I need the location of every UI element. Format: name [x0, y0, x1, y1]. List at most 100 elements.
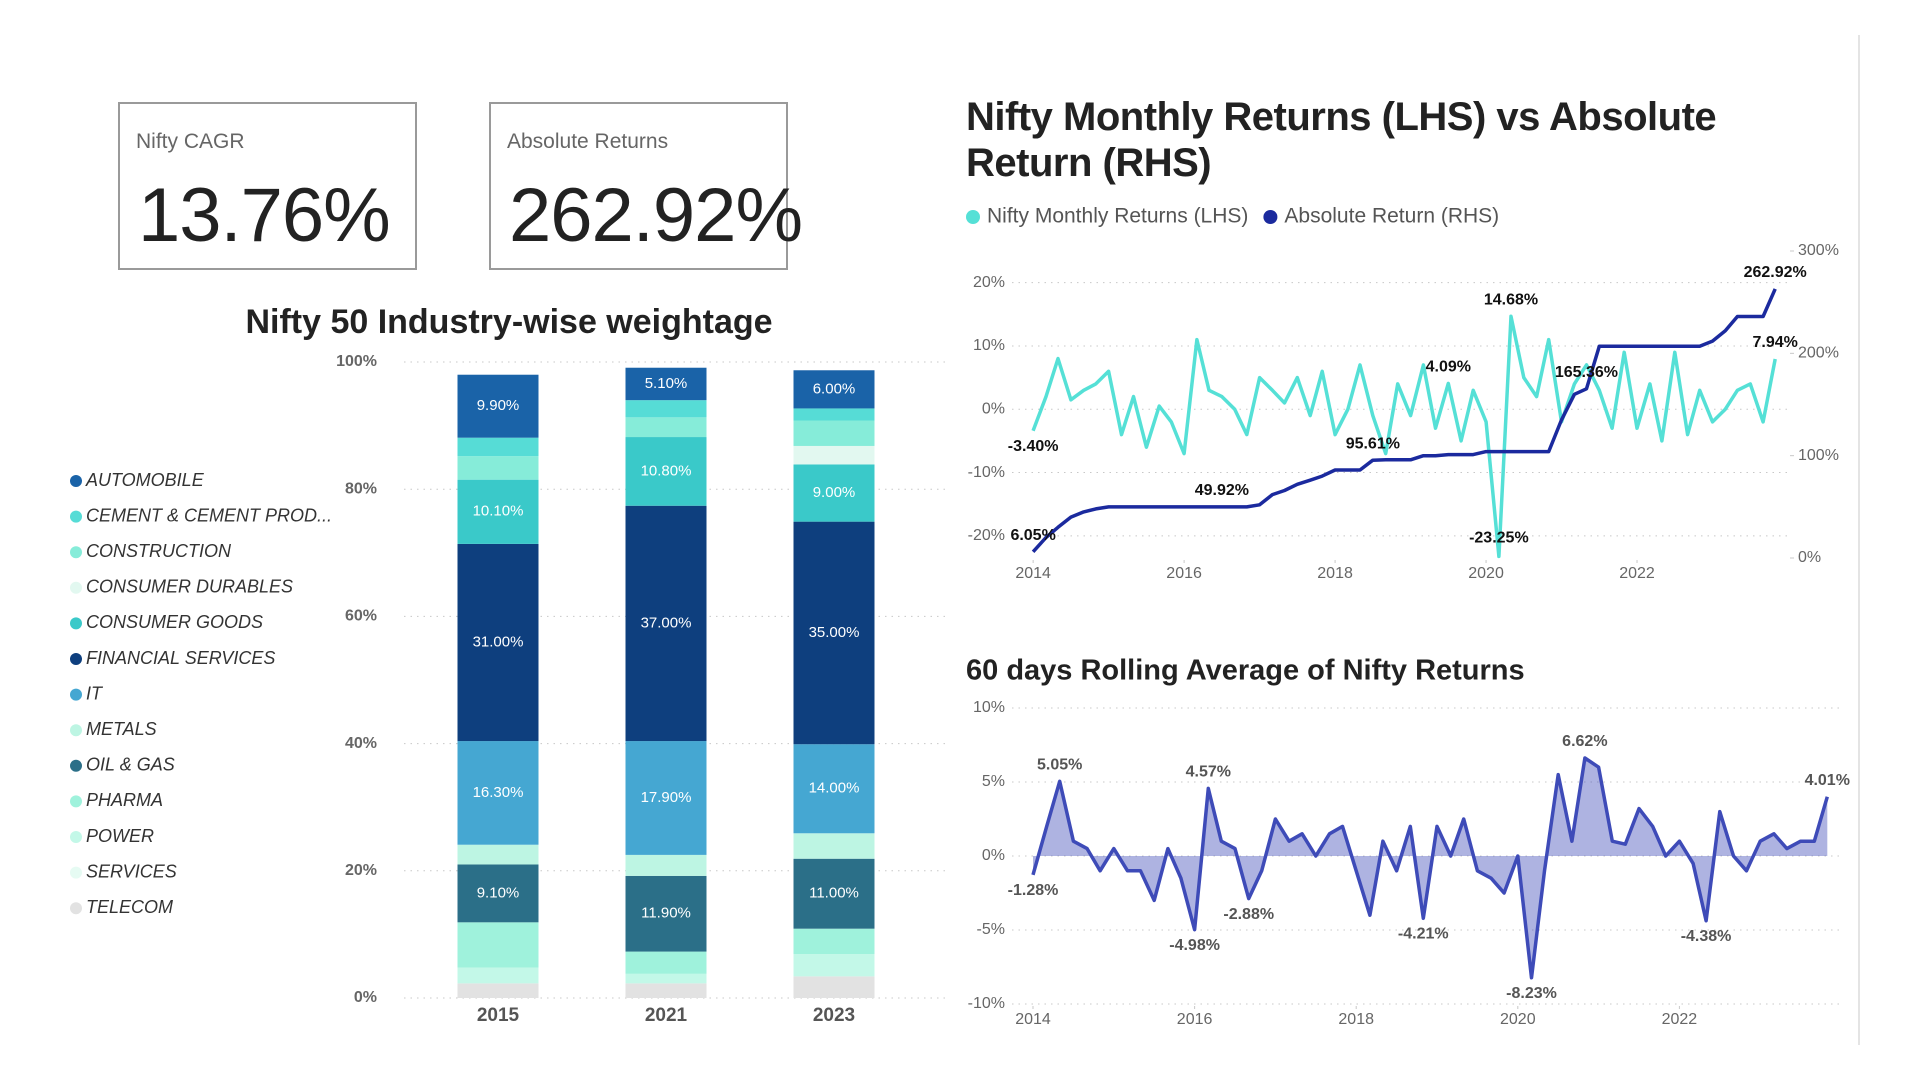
legend-label: POWER — [86, 826, 154, 846]
bar-segment — [625, 854, 707, 876]
kpi-value: 262.92% — [509, 173, 803, 258]
legend-marker — [70, 475, 82, 487]
bar-segment — [793, 420, 875, 446]
data-label: 7.94% — [1752, 334, 1797, 351]
kpi-card: Absolute Returns 262.92% — [489, 102, 803, 270]
legend-marker — [70, 724, 82, 737]
bar-segment — [457, 864, 539, 923]
y-tick-label: -5% — [977, 921, 1005, 938]
legend-label: CEMENT & CEMENT PROD... — [86, 505, 332, 525]
bar-segment — [625, 951, 707, 974]
bar-segment — [625, 367, 707, 401]
chart-title: 60 days Rolling Average of Nifty Returns — [966, 655, 1525, 687]
line — [1031, 756, 1829, 980]
y-tick-label: 40% — [345, 735, 377, 752]
bar-segment — [457, 479, 539, 544]
data-label: 4.01% — [1805, 772, 1850, 789]
data-label: -2.88% — [1223, 906, 1274, 923]
x-tick-label: 2014 — [1015, 565, 1051, 582]
y-tick-label: 0% — [982, 400, 1005, 417]
kpi-value: 13.76% — [138, 173, 391, 258]
x-tick-label: 2022 — [1619, 565, 1655, 582]
legend-marker — [1263, 210, 1278, 224]
data-label: 14.68% — [1484, 292, 1538, 309]
bar-segment — [625, 973, 707, 984]
data-label: -3.40% — [1008, 438, 1059, 455]
data-label: -1.28% — [1008, 882, 1059, 899]
bar-segment — [793, 370, 875, 409]
legend-label: SERVICES — [86, 861, 177, 881]
y2-tick-label: 0% — [1798, 549, 1821, 566]
data-label: 49.92% — [1195, 482, 1249, 499]
legend-marker — [70, 831, 82, 843]
bar-segment — [793, 744, 875, 834]
y-tick-label: 20% — [973, 274, 1005, 291]
y-tick-label: 0% — [354, 989, 377, 1006]
x-tick-label: 2021 — [645, 1005, 688, 1026]
y-tick-label: 80% — [345, 480, 377, 497]
bar-segment — [625, 741, 707, 855]
legend-marker — [70, 581, 82, 594]
data-label: 165.36% — [1555, 364, 1618, 381]
bar-segment — [625, 417, 707, 438]
x-tick-label: 2020 — [1500, 1011, 1536, 1028]
legend-marker — [70, 759, 82, 772]
bar-segment — [793, 928, 875, 955]
chart-title: Nifty 50 Industry-wise weightage — [245, 303, 772, 341]
kpi-title: Nifty CAGR — [136, 130, 245, 153]
y-tick-label: 60% — [345, 608, 377, 625]
legend-label: Absolute Return (RHS) — [1284, 205, 1499, 228]
x-tick-label: 2018 — [1317, 565, 1353, 582]
legend-marker — [70, 510, 82, 523]
bar-segment — [793, 445, 875, 465]
line — [1031, 314, 1777, 559]
legend-label: IT — [86, 683, 104, 703]
kpi-card: Nifty CAGR 13.76% — [118, 102, 417, 270]
y-tick-label: 10% — [973, 337, 1005, 354]
data-label: 14.00% — [809, 780, 860, 797]
bar-segment — [793, 408, 875, 421]
bar-segment — [457, 374, 539, 438]
bar-segment — [457, 543, 539, 742]
bar-segment — [793, 521, 875, 745]
y-tick-label: 10% — [973, 699, 1005, 716]
legend-marker — [70, 866, 82, 879]
x-tick-label: 2015 — [477, 1005, 520, 1026]
bar-segment — [625, 983, 707, 998]
y-tick-label: 5% — [982, 773, 1005, 790]
data-label: 262.92% — [1744, 264, 1807, 281]
data-label: 6.05% — [1010, 527, 1055, 544]
legend-marker — [70, 902, 82, 915]
x-tick-label: 2014 — [1015, 1011, 1051, 1028]
bar-segment — [625, 875, 707, 952]
data-label: 16.30% — [473, 784, 524, 801]
x-tick-label: 2018 — [1338, 1011, 1374, 1028]
data-label: -4.21% — [1398, 926, 1449, 943]
bar-segment — [457, 437, 539, 457]
bar-segment — [793, 464, 875, 522]
legend-label: METALS — [86, 719, 157, 739]
legend-marker — [966, 210, 980, 224]
data-label: 6.62% — [1562, 733, 1607, 750]
legend-marker — [70, 688, 82, 701]
legend-label: TELECOM — [86, 897, 173, 917]
bar-segment — [793, 976, 875, 998]
bar-segment — [457, 741, 539, 845]
data-label: 17.90% — [641, 789, 692, 806]
y-tick-label: 20% — [345, 862, 377, 879]
bar-segment — [457, 967, 539, 984]
data-label: 10.10% — [473, 503, 524, 520]
bar-segment — [625, 400, 707, 418]
data-label: -4.38% — [1681, 928, 1732, 945]
bar-segment — [457, 983, 539, 998]
data-label: 4.09% — [1426, 359, 1471, 376]
legend-label: Nifty Monthly Returns (LHS) — [987, 205, 1248, 228]
bar-segment — [457, 844, 539, 865]
legend-label: AUTOMOBILE — [85, 470, 205, 490]
y-tick-label: 0% — [982, 847, 1005, 864]
x-tick-label: 2016 — [1177, 1011, 1213, 1028]
line — [1031, 288, 1777, 553]
data-label: 6.00% — [813, 380, 856, 397]
